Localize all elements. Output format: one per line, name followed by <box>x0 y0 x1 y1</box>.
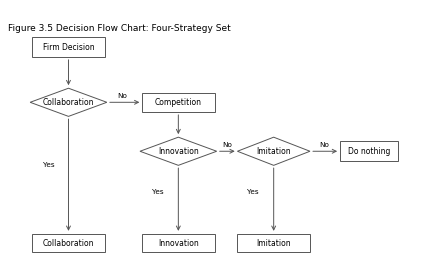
Text: Yes: Yes <box>43 162 55 168</box>
Bar <box>32 234 105 252</box>
Text: Figure 3.5 Decision Flow Chart: Four-Strategy Set: Figure 3.5 Decision Flow Chart: Four-Str… <box>8 24 231 33</box>
Bar <box>32 37 105 57</box>
Text: Competition: Competition <box>155 98 202 107</box>
Polygon shape <box>140 137 217 165</box>
Text: Firm Decision: Firm Decision <box>43 43 94 52</box>
Bar <box>237 234 310 252</box>
Text: No: No <box>118 93 127 99</box>
Text: Do nothing: Do nothing <box>348 147 390 156</box>
Bar <box>142 93 214 112</box>
Polygon shape <box>30 88 107 116</box>
Text: Collaboration: Collaboration <box>43 98 94 107</box>
Bar <box>142 234 214 252</box>
Text: Collaboration: Collaboration <box>43 239 94 247</box>
Text: Yes: Yes <box>152 189 163 195</box>
Text: Innovation: Innovation <box>158 239 199 247</box>
Text: No: No <box>222 141 232 148</box>
Bar <box>340 141 398 161</box>
Text: No: No <box>320 141 330 148</box>
Text: Innovation: Innovation <box>158 147 199 156</box>
Polygon shape <box>237 137 310 165</box>
Text: Imitation: Imitation <box>256 239 291 247</box>
Text: Yes: Yes <box>247 189 259 195</box>
Text: Imitation: Imitation <box>256 147 291 156</box>
